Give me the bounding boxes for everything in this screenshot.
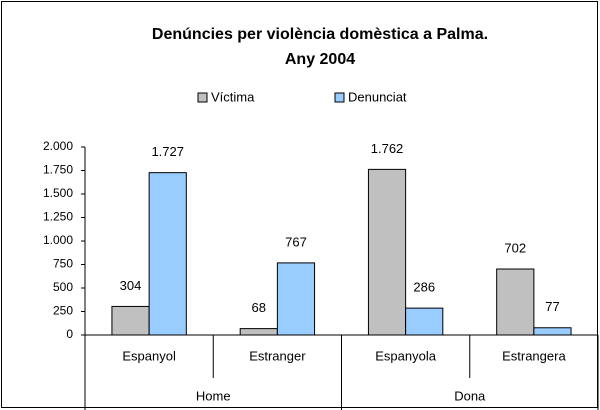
data-label: 77 <box>545 299 559 314</box>
bar <box>533 327 572 336</box>
legend-swatch <box>197 92 208 103</box>
x-tick-label: Espanyola <box>375 348 436 363</box>
legend-label: Víctima <box>211 89 255 104</box>
chart-title: Any 2004 <box>285 51 355 68</box>
x-tick-label: Espanyol <box>122 348 176 363</box>
data-label: 1.762 <box>371 141 404 156</box>
y-tick-label: 1.500 <box>43 186 73 200</box>
y-tick-label: 250 <box>53 304 73 318</box>
y-tick-label: 1.000 <box>43 233 73 247</box>
y-tick-label: 0 <box>66 327 73 341</box>
bar <box>405 307 444 336</box>
y-tick-label: 500 <box>53 280 73 294</box>
group-label: Dona <box>454 388 486 403</box>
legend-swatch <box>334 92 345 103</box>
x-tick-label: Estranger <box>249 348 306 363</box>
x-tick-label: Estrangera <box>502 348 566 363</box>
data-label: 304 <box>120 278 142 293</box>
y-tick-label: 1.750 <box>43 163 73 177</box>
legend-label: Denunciat <box>348 89 407 104</box>
y-tick-label: 2.000 <box>43 139 73 153</box>
bar <box>496 268 535 336</box>
data-label: 68 <box>252 300 266 315</box>
y-tick-label: 750 <box>53 257 73 271</box>
data-label: 767 <box>285 234 307 249</box>
bar <box>276 262 316 336</box>
group-label: Home <box>196 388 231 403</box>
data-label: 702 <box>504 240 526 255</box>
chart-title: Denúncies per violència domèstica a Palm… <box>152 26 488 43</box>
bar <box>239 328 278 336</box>
data-label: 1.727 <box>151 144 184 159</box>
bar <box>148 172 187 336</box>
y-tick-label: 1.250 <box>43 210 73 224</box>
bar <box>367 168 407 336</box>
data-label: 286 <box>413 280 435 295</box>
bar <box>111 305 150 336</box>
